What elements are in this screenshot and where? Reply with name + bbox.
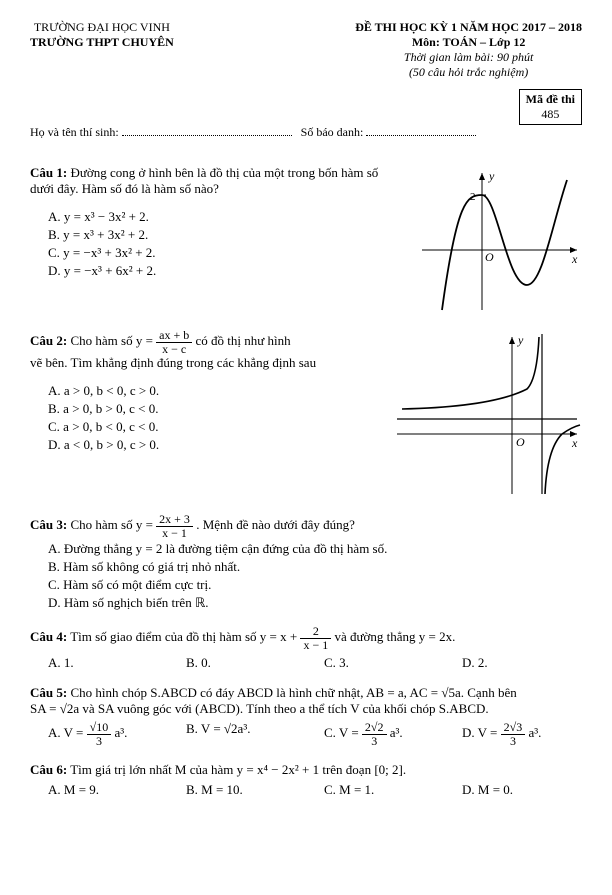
q2-frac: ax + b x − c — [156, 329, 192, 355]
q3-options: A. Đường thẳng y = 2 là đường tiệm cận đ… — [30, 541, 582, 611]
q4-opt-d: D. 2. — [444, 655, 582, 671]
q3-opt-c: C. Hàm số có một điểm cực trị. — [48, 577, 582, 593]
q6-opt-b: B. M = 10. — [168, 782, 306, 798]
question-5: Câu 5: Cho hình chóp S.ABCD có đáy ABCD … — [30, 685, 582, 747]
q5-opt-c: C. V = 2√23 a³. — [306, 721, 444, 747]
q4-opt-a: A. 1. — [30, 655, 168, 671]
q3-opt-b: B. Hàm số không có giá trị nhỏ nhất. — [48, 559, 582, 575]
question-1: Câu 1: Đường cong ở hình bên là đồ thị c… — [30, 165, 582, 315]
q3-label: Câu 3: — [30, 517, 67, 532]
q1-opt-a: A. y = x³ − 3x² + 2. — [48, 209, 402, 225]
q4-text-post: và đường thẳng y = 2x. — [334, 629, 455, 644]
question-2: Câu 2: Cho hàm số y = ax + b x − c có đồ… — [30, 329, 582, 499]
q6-text: Tìm giá trị lớn nhất M của hàm y = x⁴ − … — [70, 762, 406, 777]
subject: Môn: TOÁN – Lớp 12 — [355, 35, 582, 50]
q1-opt-b: B. y = x³ + 3x² + 2. — [48, 227, 402, 243]
q5-text1: Cho hình chóp S.ABCD có đáy ABCD là hình… — [70, 685, 516, 700]
q4-opt-c: C. 3. — [306, 655, 444, 671]
q5-opt-a: A. V = √103 a³. — [30, 721, 168, 747]
duration: Thời gian làm bài: 90 phút — [355, 50, 582, 65]
q3-frac: 2x + 3 x − 1 — [156, 513, 193, 539]
q1-graph: y x O 2 — [412, 165, 582, 315]
q6-opt-d: D. M = 0. — [444, 782, 582, 798]
q4-opt-b: B. 0. — [168, 655, 306, 671]
id-label: Số báo danh: — [301, 125, 364, 139]
q2-graph: y x O — [392, 329, 582, 499]
question-4: Câu 4: Tìm số giao điểm của đồ thị hàm s… — [30, 625, 582, 671]
name-field — [122, 135, 292, 136]
q6-label: Câu 6: — [30, 762, 67, 777]
q5-opt-d: D. V = 2√33 a³. — [444, 721, 582, 747]
q4-label: Câu 4: — [30, 629, 67, 644]
name-label: Họ và tên thí sinh: — [30, 125, 119, 139]
q4-frac: 2 x − 1 — [300, 625, 331, 651]
q4-options: A. 1. B. 0. C. 3. D. 2. — [30, 655, 582, 671]
question-6: Câu 6: Tìm giá trị lớn nhất M của hàm y … — [30, 762, 582, 798]
exam-code-box: Mã đề thi 485 — [519, 89, 582, 125]
header: TRƯỜNG ĐẠI HỌC VINH TRƯỜNG THPT CHUYÊN Đ… — [30, 20, 582, 80]
q2-opt-d: D. a < 0, b > 0, c > 0. — [48, 437, 382, 453]
q6-opt-a: A. M = 9. — [30, 782, 168, 798]
q5-label: Câu 5: — [30, 685, 67, 700]
university: TRƯỜNG ĐẠI HỌC VINH — [30, 20, 174, 35]
q2-label: Câu 2: — [30, 333, 67, 348]
q6-opt-c: C. M = 1. — [306, 782, 444, 798]
q1-options: A. y = x³ − 3x² + 2. B. y = x³ + 3x² + 2… — [30, 209, 402, 279]
candidate-info: Họ và tên thí sinh: Số báo danh: — [30, 125, 582, 140]
q2-text2: vẽ bên. Tìm khẳng định đúng trong các kh… — [30, 355, 382, 371]
q4-text-pre: Tìm số giao điểm của đồ thị hàm số y = x… — [70, 629, 300, 644]
svg-text:y: y — [488, 169, 495, 183]
q2-opt-c: C. a > 0, b < 0, c < 0. — [48, 419, 382, 435]
exam-title: ĐỀ THI HỌC KỲ 1 NĂM HỌC 2017 – 2018 — [355, 20, 582, 35]
q2-options: A. a > 0, b < 0, c > 0. B. a > 0, b > 0,… — [30, 383, 382, 453]
q1-text: Đường cong ở hình bên là đồ thị của một … — [30, 165, 378, 196]
school: TRƯỜNG THPT CHUYÊN — [30, 35, 174, 50]
svg-text:2: 2 — [470, 191, 476, 203]
svg-text:x: x — [571, 252, 578, 266]
q1-label: Câu 1: — [30, 165, 67, 180]
code-label: Mã đề thi — [526, 92, 575, 107]
q3-opt-a: A. Đường thẳng y = 2 là đường tiệm cận đ… — [48, 541, 582, 557]
note: (50 câu hỏi trắc nghiệm) — [355, 65, 582, 80]
q2-opt-a: A. a > 0, b < 0, c > 0. — [48, 383, 382, 399]
id-field — [366, 135, 476, 136]
q3-opt-d: D. Hàm số nghịch biến trên ℝ. — [48, 595, 582, 611]
svg-text:y: y — [517, 333, 524, 347]
question-3: Câu 3: Cho hàm số y = 2x + 3 x − 1 . Mện… — [30, 513, 582, 611]
q2-text-post: có đồ thị như hình — [196, 333, 291, 348]
q2-opt-b: B. a > 0, b > 0, c < 0. — [48, 401, 382, 417]
svg-text:O: O — [485, 250, 494, 264]
svg-text:O: O — [516, 435, 525, 449]
q5-options: A. V = √103 a³. B. V = √2a³. C. V = 2√23… — [30, 721, 582, 747]
code-value: 485 — [526, 107, 575, 122]
q5-opt-b: B. V = √2a³. — [168, 721, 306, 747]
q3-text-pre: Cho hàm số y = — [70, 517, 156, 532]
q1-opt-d: D. y = −x³ + 6x² + 2. — [48, 263, 402, 279]
svg-text:x: x — [571, 436, 578, 450]
q3-text-post: . Mệnh đề nào dưới đây đúng? — [196, 517, 355, 532]
q1-opt-c: C. y = −x³ + 3x² + 2. — [48, 245, 402, 261]
q5-text2: SA = √2a và SA vuông góc với (ABCD). Tín… — [30, 701, 582, 717]
header-left: TRƯỜNG ĐẠI HỌC VINH TRƯỜNG THPT CHUYÊN — [30, 20, 174, 80]
q6-options: A. M = 9. B. M = 10. C. M = 1. D. M = 0. — [30, 782, 582, 798]
q2-text-pre: Cho hàm số y = — [70, 333, 156, 348]
header-right: ĐỀ THI HỌC KỲ 1 NĂM HỌC 2017 – 2018 Môn:… — [355, 20, 582, 80]
